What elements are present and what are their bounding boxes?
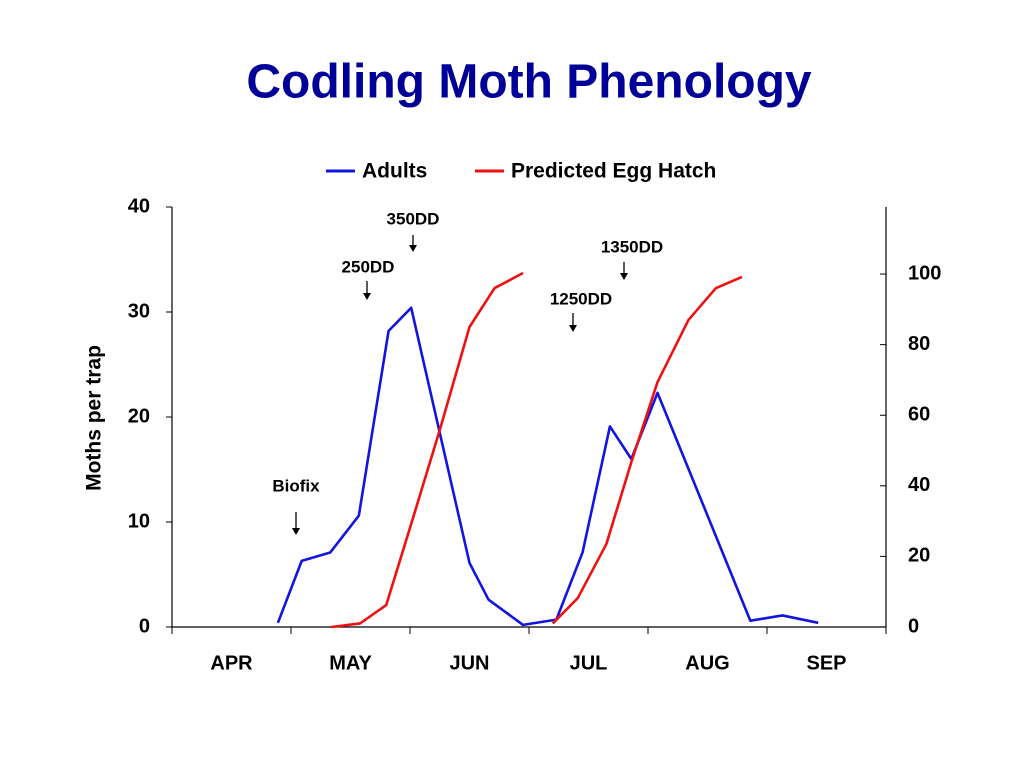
annotation: 1350DD — [601, 237, 663, 256]
y-tick-label: 40 — [128, 195, 150, 217]
x-tick-label: JUL — [570, 652, 608, 674]
annotation-arrowhead — [569, 325, 577, 332]
x-tick-label: SEP — [806, 652, 846, 674]
legend-label: Predicted Egg Hatch — [511, 160, 716, 183]
y-tick-label: 0 — [139, 615, 150, 637]
annotation-arrowhead — [620, 273, 628, 280]
series-line — [331, 271, 743, 629]
annotation-arrowhead — [292, 528, 300, 535]
annotation: 250DD — [342, 257, 395, 276]
annotation: Biofix — [272, 476, 320, 495]
annotation-arrowhead — [409, 245, 417, 252]
x-tick-label: JUN — [449, 652, 489, 674]
annotation-arrowhead — [363, 293, 371, 300]
x-tick-label: MAY — [329, 652, 372, 674]
y2-tick-label: 60 — [908, 404, 930, 426]
chart-title: Codling Moth Phenology — [246, 56, 812, 109]
annotation: 1250DD — [550, 289, 612, 308]
y2-tick-label: 0 — [908, 615, 919, 637]
y-tick-label: 10 — [128, 510, 150, 532]
y-axis-label: Moths per trap — [83, 345, 106, 491]
legend-label: Adults — [362, 160, 427, 183]
y-tick-label: 30 — [128, 300, 150, 322]
y2-tick-label: 100 — [908, 262, 941, 284]
y2-tick-label: 20 — [908, 545, 930, 567]
y2-tick-label: 80 — [908, 333, 930, 355]
y2-tick-label: 40 — [908, 474, 930, 496]
x-tick-label: APR — [210, 652, 253, 674]
x-tick-label: AUG — [685, 652, 729, 674]
annotation: 350DD — [387, 209, 440, 228]
series-line — [276, 306, 819, 627]
y-tick-label: 20 — [128, 405, 150, 427]
